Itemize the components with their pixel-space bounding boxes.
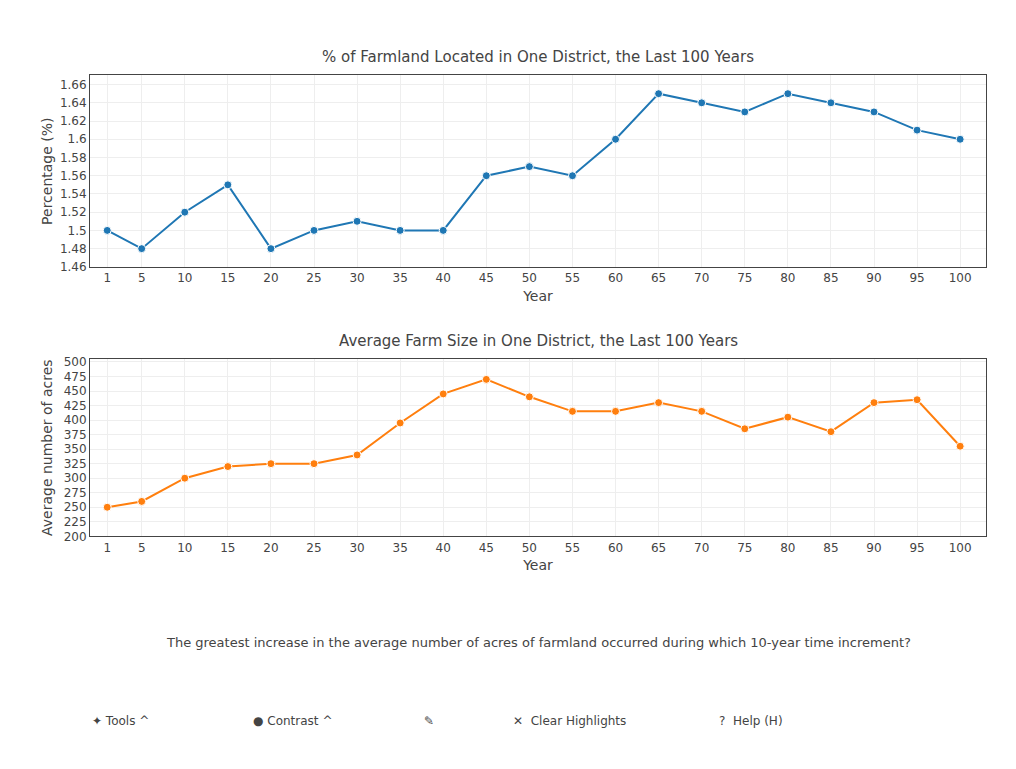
svg-text:100: 100 [949,271,972,285]
svg-text:1.58: 1.58 [60,151,87,165]
svg-text:30: 30 [349,271,364,285]
svg-text:85: 85 [823,271,838,285]
svg-text:65: 65 [651,541,666,555]
svg-text:250: 250 [64,500,87,514]
svg-text:50: 50 [522,541,537,555]
svg-text:225: 225 [64,515,87,529]
svg-text:60: 60 [608,541,623,555]
svg-text:400: 400 [64,413,87,427]
svg-text:350: 350 [64,442,87,456]
svg-text:45: 45 [479,541,494,555]
svg-text:375: 375 [64,428,87,442]
svg-text:Year: Year [522,288,553,304]
svg-text:1.6: 1.6 [68,132,87,146]
svg-text:40: 40 [436,271,451,285]
svg-text:85: 85 [823,541,838,555]
svg-text:Average number of acres: Average number of acres [39,359,55,536]
svg-text:Year: Year [522,557,553,573]
svg-text:475: 475 [64,370,87,384]
svg-text:425: 425 [64,399,87,413]
svg-text:✦ Tools ^: ✦ Tools ^ [92,714,149,728]
svg-text:40: 40 [436,541,451,555]
svg-text:15: 15 [220,541,235,555]
svg-text:275: 275 [64,486,87,500]
svg-text:15: 15 [220,271,235,285]
svg-text:60: 60 [608,271,623,285]
svg-text:1.54: 1.54 [60,187,87,201]
svg-text:95: 95 [909,541,924,555]
svg-text:90: 90 [866,541,881,555]
svg-text:✕ Clear Highlights: ✕ Clear Highlights [513,714,626,728]
svg-text:55: 55 [565,271,580,285]
svg-text:95: 95 [909,271,924,285]
svg-text:1.48: 1.48 [60,242,87,256]
svg-text:Average Farm Size in One Distr: Average Farm Size in One District, the L… [339,332,738,350]
svg-text:10: 10 [177,541,192,555]
svg-text:1: 1 [103,271,111,285]
svg-text:80: 80 [780,271,795,285]
svg-text:5: 5 [138,541,146,555]
svg-text:1.46: 1.46 [60,260,87,274]
svg-text:1.52: 1.52 [60,205,87,219]
svg-text:75: 75 [737,541,752,555]
svg-text:1.64: 1.64 [60,96,87,110]
svg-text:1.66: 1.66 [60,78,87,92]
svg-text:65: 65 [651,271,666,285]
svg-text:1.62: 1.62 [60,114,87,128]
svg-text:75: 75 [737,271,752,285]
svg-text:500: 500 [64,355,87,369]
svg-text:1.56: 1.56 [60,169,87,183]
svg-text:? Help (H): ? Help (H) [719,714,783,728]
svg-text:200: 200 [64,530,87,544]
svg-text:Percentage (%): Percentage (%) [39,117,55,224]
svg-text:50: 50 [522,271,537,285]
svg-text:20: 20 [263,541,278,555]
svg-text:10: 10 [177,271,192,285]
svg-text:300: 300 [64,471,87,485]
svg-text:70: 70 [694,271,709,285]
svg-text:100: 100 [949,541,972,555]
svg-text:20: 20 [263,271,278,285]
svg-text:35: 35 [393,271,408,285]
svg-text:90: 90 [866,271,881,285]
svg-text:45: 45 [479,271,494,285]
svg-text:80: 80 [780,541,795,555]
svg-text:325: 325 [64,457,87,471]
svg-text:1.5: 1.5 [68,224,87,238]
svg-text:1: 1 [103,541,111,555]
svg-text:✎: ✎ [424,714,434,728]
svg-text:450: 450 [64,384,87,398]
svg-text:% of Farmland Located in One D: % of Farmland Located in One District, t… [322,48,754,66]
svg-text:35: 35 [393,541,408,555]
svg-text:5: 5 [138,271,146,285]
svg-text:55: 55 [565,541,580,555]
svg-text:25: 25 [306,271,321,285]
svg-text:● Contrast ^: ● Contrast ^ [253,714,332,728]
svg-text:25: 25 [306,541,321,555]
svg-text:70: 70 [694,541,709,555]
svg-text:30: 30 [349,541,364,555]
svg-text:The greatest increase in the a: The greatest increase in the average num… [166,635,911,650]
